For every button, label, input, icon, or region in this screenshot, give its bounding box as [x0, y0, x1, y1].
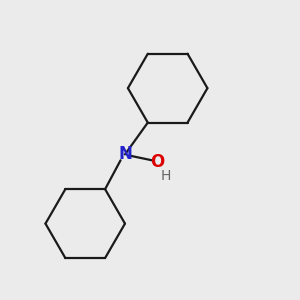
- Text: O: O: [150, 153, 164, 171]
- Text: H: H: [161, 169, 171, 184]
- Text: N: N: [118, 146, 132, 164]
